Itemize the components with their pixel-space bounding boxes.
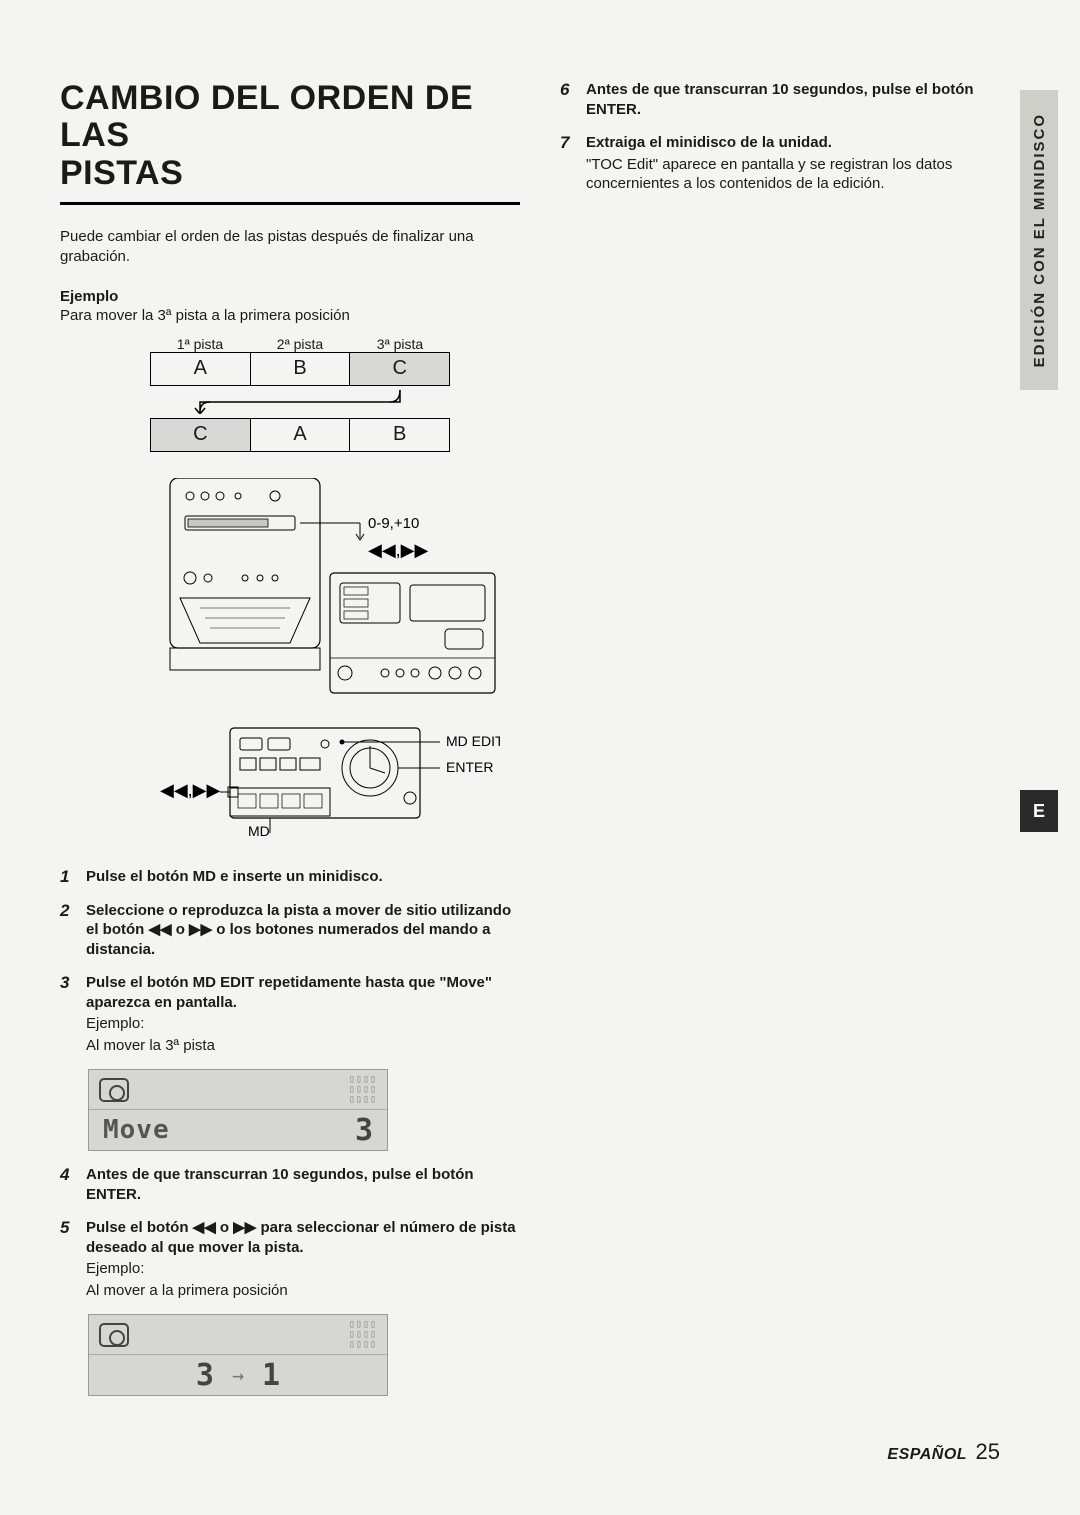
device-diagram: 0-9,+10 ◀◀,▶▶ [160, 478, 500, 843]
track-cell-moved: C [151, 419, 251, 451]
md-disc-icon [99, 1078, 129, 1102]
label-seek: ◀◀,▶▶ [368, 540, 429, 560]
track-cell: B [251, 353, 351, 385]
track-cell-moving: C [350, 353, 449, 385]
intro-text: Puede cambiar el orden de las pistas des… [60, 227, 520, 268]
step-2: 2 Seleccione o reproduzca la pista a mov… [60, 901, 520, 960]
md-disc-icon [99, 1323, 129, 1347]
digit-grid-icon: ▯▯▯▯▯▯▯▯▯▯▯▯ [349, 1320, 377, 1350]
move-arrow-icon [150, 390, 450, 414]
track-label: 1ª pista [150, 336, 250, 352]
step-4: 4 Antes de que transcurran 10 segundos, … [60, 1165, 520, 1204]
display-from: 3 [196, 1358, 214, 1393]
svg-text:MD: MD [248, 823, 270, 838]
svg-text:ENTER: ENTER [446, 759, 493, 775]
page-title: CAMBIO DEL ORDEN DE LAS PISTAS [60, 80, 520, 192]
track-cell: B [350, 419, 449, 451]
step-5: 5 Pulse el botón ◀◀ o ▶▶ para selecciona… [60, 1218, 520, 1300]
step-1: 1 Pulse el botón MD e inserte un minidis… [60, 867, 520, 887]
lcd-display-2: ▯▯▯▯▯▯▯▯▯▯▯▯ 3 → 1 [88, 1314, 388, 1396]
label-numpad: 0-9,+10 [368, 515, 419, 532]
digit-grid-icon: ▯▯▯▯▯▯▯▯▯▯▯▯ [349, 1075, 377, 1105]
step-6: 6 Antes de que transcurran 10 segundos, … [560, 80, 1020, 119]
page-footer: ESPAÑOL 25 [887, 1439, 1000, 1465]
title-rule [60, 202, 520, 205]
language-tab: E [1020, 790, 1058, 832]
display-to: 1 [262, 1358, 280, 1393]
arrow-right-icon: → [232, 1363, 244, 1387]
step-7: 7 Extraiga el minidisco de la unidad. "T… [560, 133, 1020, 194]
section-tab: EDICIÓN CON EL MINIDISCO [1020, 90, 1058, 390]
svg-text:MD EDIT: MD EDIT [446, 733, 500, 749]
display-number: 3 [355, 1113, 373, 1148]
track-order-diagram: 1ª pista 2ª pista 3ª pista A B C C A [150, 336, 450, 452]
display-text: Move [103, 1115, 170, 1145]
svg-text:◀◀,▶▶: ◀◀,▶▶ [160, 780, 221, 800]
track-label: 2ª pista [250, 336, 350, 352]
lcd-display-1: ▯▯▯▯▯▯▯▯▯▯▯▯ Move 3 [88, 1069, 388, 1151]
example-text: Para mover la 3ª pista a la primera posi… [60, 307, 520, 324]
example-heading: Ejemplo [60, 288, 520, 305]
track-cell: A [151, 353, 251, 385]
track-cell: A [251, 419, 351, 451]
step-3: 3 Pulse el botón MD EDIT repetidamente h… [60, 973, 520, 1055]
track-label: 3ª pista [350, 336, 450, 352]
